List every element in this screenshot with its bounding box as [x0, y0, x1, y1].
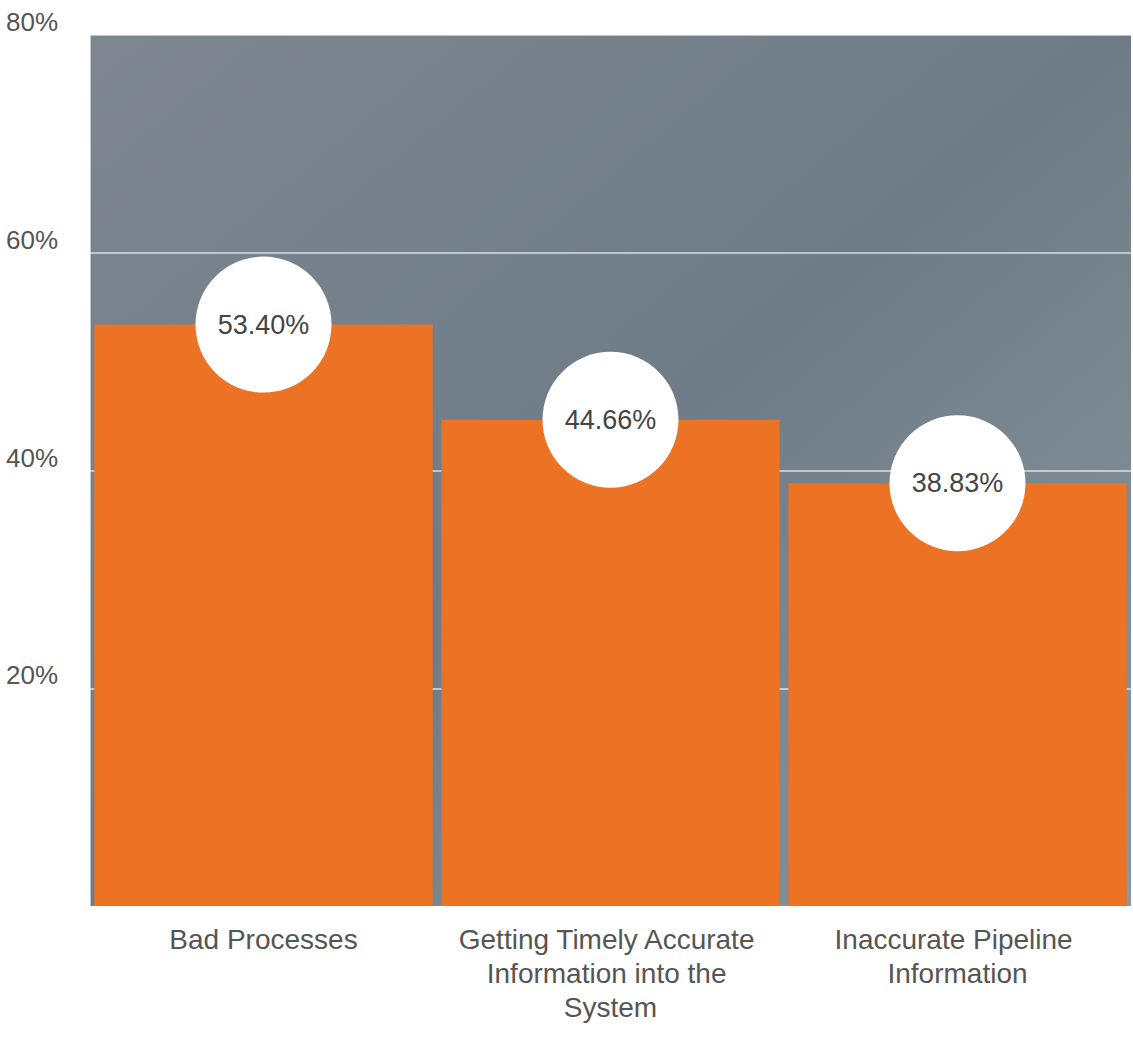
svg-text:60%: 60% — [6, 225, 58, 255]
svg-text:44.66%: 44.66% — [565, 405, 657, 435]
svg-text:Information into the: Information into the — [487, 958, 734, 989]
svg-text:System: System — [564, 992, 657, 1023]
svg-text:Bad Processes: Bad Processes — [169, 924, 357, 955]
svg-text:40%: 40% — [6, 443, 58, 473]
svg-text:Getting Timely Accurate: Getting Timely Accurate — [459, 924, 762, 955]
svg-text:80%: 80% — [6, 7, 58, 37]
svg-text:38.83%: 38.83% — [912, 468, 1004, 498]
svg-text:Inaccurate Pipeline: Inaccurate Pipeline — [835, 924, 1081, 955]
svg-text:53.40%: 53.40% — [218, 310, 310, 340]
svg-text:20%: 20% — [6, 660, 58, 690]
svg-text:Information: Information — [887, 958, 1027, 989]
